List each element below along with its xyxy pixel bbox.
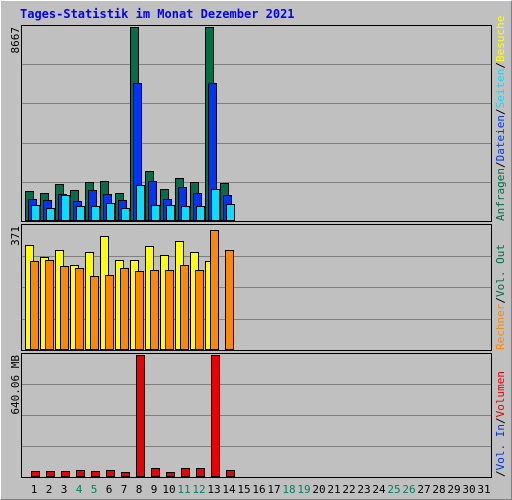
bar-rechner (30, 261, 39, 350)
bar-volumen (61, 471, 70, 477)
y-max-label: 8667 (9, 27, 22, 54)
bar-seiten (91, 206, 100, 221)
x-tick-label: 15 (237, 483, 250, 496)
x-tick-label: 10 (162, 483, 175, 496)
legend-entry: Volumen (494, 371, 507, 417)
legend-entry: / (494, 297, 507, 304)
bar-seiten (106, 203, 115, 221)
x-tick-label: 12 (192, 483, 205, 496)
bar-volumen (91, 471, 100, 477)
x-tick-label: 7 (121, 483, 128, 496)
x-tick-label: 1 (31, 483, 38, 496)
bar-seiten (226, 204, 235, 221)
x-tick-label: 14 (222, 483, 236, 496)
bar-rechner (150, 270, 159, 350)
bar-volumen (151, 468, 160, 477)
x-tick-label: 29 (447, 483, 460, 496)
x-tick-label: 4 (76, 483, 83, 496)
x-tick-label: 22 (342, 483, 355, 496)
bar-seiten (31, 205, 40, 221)
x-tick-label: 8 (136, 483, 143, 496)
bar-seiten (121, 208, 130, 221)
legend-entry: Besuche (494, 16, 507, 62)
x-tick-label: 20 (312, 483, 325, 496)
y-max-label: 640.06 MB (9, 355, 22, 415)
legend-entry: Rechner (494, 303, 507, 350)
x-tick-label: 16 (252, 483, 265, 496)
legend-entry: Seiten (494, 69, 507, 109)
panel-1-frame (21, 25, 492, 222)
chart-title: Tages-Statistik im Monat Dezember 2021 (20, 7, 295, 21)
bar-seiten (211, 189, 220, 221)
y-max-label: 371 (9, 226, 22, 246)
bar-rechner (60, 266, 69, 350)
bar-volumen (76, 470, 85, 477)
bar-seiten (46, 208, 55, 221)
x-tick-label: 18 (282, 483, 295, 496)
bar-rechner (45, 260, 54, 350)
bar-rechner (135, 271, 144, 350)
side-legend-3: /Vol. In/Volumen (494, 371, 507, 477)
bar-rechner (120, 268, 129, 350)
x-tick-label: 5 (91, 483, 98, 496)
bar-rechner (225, 250, 234, 350)
x-tick-label: 13 (207, 483, 220, 496)
x-tick-label: 26 (402, 483, 415, 496)
bar-volumen (121, 472, 130, 477)
bar-volumen (166, 472, 175, 477)
legend-entry: Vol. In (494, 424, 507, 470)
bar-volumen (226, 470, 235, 477)
legend-entry: / (494, 161, 507, 168)
x-tick-label: 30 (462, 483, 475, 496)
legend-entry: / (494, 470, 507, 477)
bar-seiten (136, 185, 145, 221)
bar-seiten (76, 206, 85, 221)
bar-rechner (180, 265, 189, 350)
bar-seiten (61, 195, 70, 221)
bar-volumen (181, 468, 190, 477)
bar-rechner (75, 268, 84, 350)
bar-volumen (31, 471, 40, 477)
x-tick-label: 6 (106, 483, 113, 496)
bar-rechner (90, 276, 99, 350)
legend-entry: Dateien (494, 115, 507, 161)
bar-volumen (196, 468, 205, 477)
x-tick-label: 27 (417, 483, 430, 496)
x-tick-label: 31 (477, 483, 490, 496)
bar-seiten (196, 206, 205, 221)
bar-seiten (151, 205, 160, 221)
legend-entry: Anfragen (494, 168, 507, 221)
x-tick-label: 17 (267, 483, 280, 496)
x-tick-label: 19 (297, 483, 310, 496)
bar-seiten (166, 205, 175, 221)
bar-rechner (210, 230, 219, 350)
bar-volumen (46, 471, 55, 477)
side-legend-1: Anfragen/Dateien/Seiten/Besuche (494, 16, 507, 221)
x-tick-label: 28 (432, 483, 445, 496)
legend-entry: / (494, 417, 507, 424)
x-tick-label: 25 (387, 483, 400, 496)
x-tick-label: 2 (46, 483, 53, 496)
bar-rechner (195, 270, 204, 350)
x-tick-label: 11 (177, 483, 190, 496)
x-tick-label: 24 (372, 483, 386, 496)
bar-volumen (136, 355, 145, 477)
legend-entry: Vol. Out (494, 244, 507, 297)
bar-volumen (211, 355, 220, 477)
bar-seiten (181, 206, 190, 221)
bar-rechner (105, 275, 114, 350)
x-tick-label: 23 (357, 483, 370, 496)
bar-rechner (165, 270, 174, 350)
bar-volumen (106, 470, 115, 477)
side-legend-2: Rechner/Vol. Out (494, 244, 507, 350)
legend-entry: / (494, 108, 507, 115)
x-tick-label: 21 (327, 483, 340, 496)
x-tick-label: 9 (151, 483, 158, 496)
x-tick-label: 3 (61, 483, 68, 496)
legend-entry: / (494, 62, 507, 69)
